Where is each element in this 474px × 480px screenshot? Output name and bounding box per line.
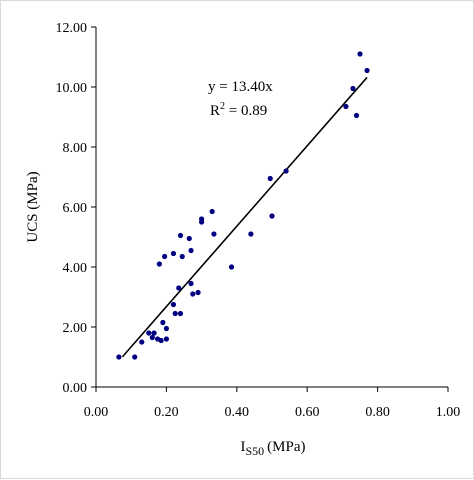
- data-point: [151, 330, 157, 336]
- data-point: [195, 289, 201, 296]
- y-tick-label: 0.00: [63, 381, 88, 396]
- trendline: [121, 76, 368, 358]
- data-point: [170, 250, 177, 257]
- data-point: [139, 339, 145, 345]
- data-point: [146, 330, 152, 336]
- x-tick-label: 0.00: [84, 405, 109, 420]
- data-point: [162, 253, 168, 260]
- data-point: [357, 51, 363, 57]
- data-point: [176, 285, 182, 291]
- data-point: [188, 247, 194, 254]
- y-tick-label: 2.00: [63, 321, 88, 336]
- data-point: [149, 334, 155, 341]
- data-point: [269, 213, 275, 219]
- data-point: [116, 354, 122, 360]
- equation-label: y = 13.40x: [208, 79, 273, 95]
- data-point: [163, 336, 169, 342]
- data-point: [156, 261, 162, 267]
- data-point: [186, 235, 192, 242]
- x-axis-title: IS50 (MPa): [240, 439, 305, 458]
- x-tick-label: 0.40: [225, 405, 250, 420]
- data-point: [172, 310, 178, 317]
- x-tick-label: 0.60: [295, 405, 320, 420]
- data-point: [364, 67, 370, 74]
- data-point: [353, 112, 360, 119]
- data-point: [350, 85, 356, 92]
- x-tick-label: 0.80: [365, 405, 390, 420]
- ticks: 0.00 2.00 4.00 6.00 8.00 10.00 12.00 0.00 0.20 0.…: [56, 21, 461, 420]
- r-squared-label: R2 = 0.89: [210, 101, 267, 119]
- data-point: [228, 264, 235, 270]
- data-point: [248, 231, 254, 237]
- data-point: [283, 168, 289, 174]
- data-point: [190, 291, 196, 297]
- data-point: [188, 280, 194, 287]
- r-squared-exponent: 2: [220, 101, 225, 112]
- y-tick-label: 6.00: [63, 201, 88, 216]
- data-point: [132, 354, 138, 360]
- r-squared-letter: R: [210, 103, 220, 119]
- x-axis-title-unit: (MPa): [267, 439, 305, 455]
- y-tick-label: 12.00: [56, 21, 88, 36]
- data-point: [209, 208, 215, 215]
- x-axis-title-main: I: [240, 439, 245, 455]
- y-tick-label: 10.00: [56, 81, 88, 96]
- data-point: [177, 310, 184, 317]
- data-point: [170, 301, 177, 308]
- data-point: [267, 175, 273, 182]
- data-point: [211, 231, 217, 237]
- data-point: [158, 337, 164, 344]
- x-tick-label: 0.20: [154, 405, 179, 420]
- data-point: [163, 325, 169, 332]
- y-tick-label: 8.00: [63, 141, 88, 156]
- x-axis-title-subscript: S50: [245, 444, 264, 458]
- data-point: [199, 219, 205, 225]
- data-point: [179, 253, 185, 260]
- data-point: [343, 103, 349, 110]
- data-points: [116, 51, 370, 360]
- data-point: [177, 232, 184, 239]
- trendline-group: [121, 76, 368, 358]
- y-tick-label: 4.00: [63, 261, 88, 276]
- x-tick-label: 1.00: [436, 405, 461, 420]
- data-point: [160, 319, 166, 326]
- r-squared-value: = 0.89: [225, 103, 267, 119]
- y-axis-title: UCS (MPa): [25, 171, 41, 242]
